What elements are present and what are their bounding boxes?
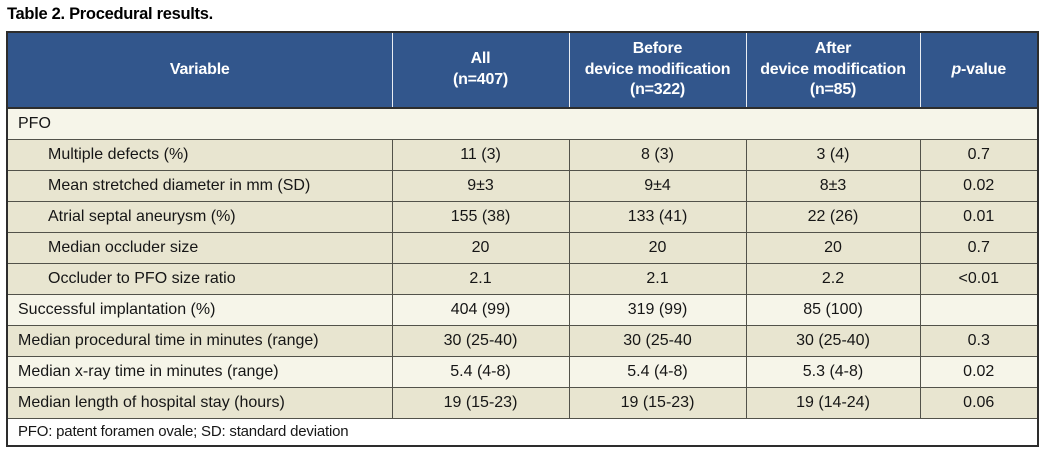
cell-p-value: 0.06 xyxy=(919,386,1039,419)
cell-before: 9±4 xyxy=(568,169,747,202)
row-label: Occluder to PFO size ratio xyxy=(6,262,393,295)
cell-all: 19 (15-23) xyxy=(391,386,570,419)
header-before-modification: Before device modification (n=322) xyxy=(568,31,747,109)
cell-before: 319 (99) xyxy=(568,293,747,326)
cell-after: 30 (25-40) xyxy=(745,324,921,357)
cell-all: 5.4 (4-8) xyxy=(391,355,570,388)
cell-all: 404 (99) xyxy=(391,293,570,326)
cell-before: 2.1 xyxy=(568,262,747,295)
header-row: Variable All (n=407) Before device modif… xyxy=(6,31,1039,109)
cell-all: 20 xyxy=(391,231,570,264)
header-after-modification: After device modification (n=85) xyxy=(745,31,921,109)
cell-p-value xyxy=(919,293,1039,326)
cell-p-value: 0.01 xyxy=(919,200,1039,233)
table-title: Table 2. Procedural results. xyxy=(7,5,213,23)
table-header: Variable All (n=407) Before device modif… xyxy=(6,31,1039,109)
row-label: Median occluder size xyxy=(6,231,393,264)
footnote-row: PFO: patent foramen ovale; SD: standard … xyxy=(6,417,1039,447)
table-row-median-occluder-size: Median occluder size 20 20 20 0.7 xyxy=(6,231,1039,264)
cell-p-value: 0.3 xyxy=(919,324,1039,357)
cell-after: 20 xyxy=(745,231,921,264)
row-label: Median procedural time in minutes (range… xyxy=(6,324,393,357)
cell-all: 2.1 xyxy=(391,262,570,295)
footnote-text: PFO: patent foramen ovale; SD: standard … xyxy=(6,417,1039,447)
table-row-successful-implantation: Successful implantation (%) 404 (99) 319… xyxy=(6,293,1039,326)
cell-before: 20 xyxy=(568,231,747,264)
table-row-multiple-defects: Multiple defects (%) 11 (3) 8 (3) 3 (4) … xyxy=(6,138,1039,171)
cell-p-value: 0.02 xyxy=(919,355,1039,388)
p-value-italic-p: p xyxy=(951,60,962,78)
cell-after: 22 (26) xyxy=(745,200,921,233)
table-row-occluder-pfo-ratio: Occluder to PFO size ratio 2.1 2.1 2.2 <… xyxy=(6,262,1039,295)
table-row-median-xray-time: Median x-ray time in minutes (range) 5.4… xyxy=(6,355,1039,388)
cell-after: 2.2 xyxy=(745,262,921,295)
table-row-median-procedural-time: Median procedural time in minutes (range… xyxy=(6,324,1039,357)
header-p-value: p-value xyxy=(919,31,1039,109)
cell-after: 19 (14-24) xyxy=(745,386,921,419)
cell-before: 5.4 (4-8) xyxy=(568,355,747,388)
cell-p-value: 0.7 xyxy=(919,231,1039,264)
procedural-results-table: Variable All (n=407) Before device modif… xyxy=(6,31,1039,447)
cell-after: 3 (4) xyxy=(745,138,921,171)
header-all: All (n=407) xyxy=(391,31,570,109)
row-label: Median x-ray time in minutes (range) xyxy=(6,355,393,388)
cell-p-value: 0.02 xyxy=(919,169,1039,202)
cell-before: 19 (15-23) xyxy=(568,386,747,419)
table-body: PFO Multiple defects (%) 11 (3) 8 (3) 3 … xyxy=(6,107,1039,447)
cell-after: 85 (100) xyxy=(745,293,921,326)
p-value-rest: -value xyxy=(961,60,1007,78)
cell-before: 133 (41) xyxy=(568,200,747,233)
row-label: Successful implantation (%) xyxy=(6,293,393,326)
row-label: Multiple defects (%) xyxy=(6,138,393,171)
header-variable: Variable xyxy=(6,31,393,109)
cell-all: 11 (3) xyxy=(391,138,570,171)
cell-all: 30 (25-40) xyxy=(391,324,570,357)
section-row-pfo: PFO xyxy=(6,107,1039,140)
cell-after: 5.3 (4-8) xyxy=(745,355,921,388)
cell-after: 8±3 xyxy=(745,169,921,202)
cell-before: 30 (25-40 xyxy=(568,324,747,357)
table-row-atrial-septal-aneurysm: Atrial septal aneurysm (%) 155 (38) 133 … xyxy=(6,200,1039,233)
row-label: Atrial septal aneurysm (%) xyxy=(6,200,393,233)
cell-all: 155 (38) xyxy=(391,200,570,233)
section-label: PFO xyxy=(6,107,1039,140)
table-row-mean-stretched-diameter: Mean stretched diameter in mm (SD) 9±3 9… xyxy=(6,169,1039,202)
row-label: Mean stretched diameter in mm (SD) xyxy=(6,169,393,202)
cell-all: 9±3 xyxy=(391,169,570,202)
cell-p-value: <0.01 xyxy=(919,262,1039,295)
row-label: Median length of hospital stay (hours) xyxy=(6,386,393,419)
cell-p-value: 0.7 xyxy=(919,138,1039,171)
cell-before: 8 (3) xyxy=(568,138,747,171)
table-row-median-hospital-stay: Median length of hospital stay (hours) 1… xyxy=(6,386,1039,419)
